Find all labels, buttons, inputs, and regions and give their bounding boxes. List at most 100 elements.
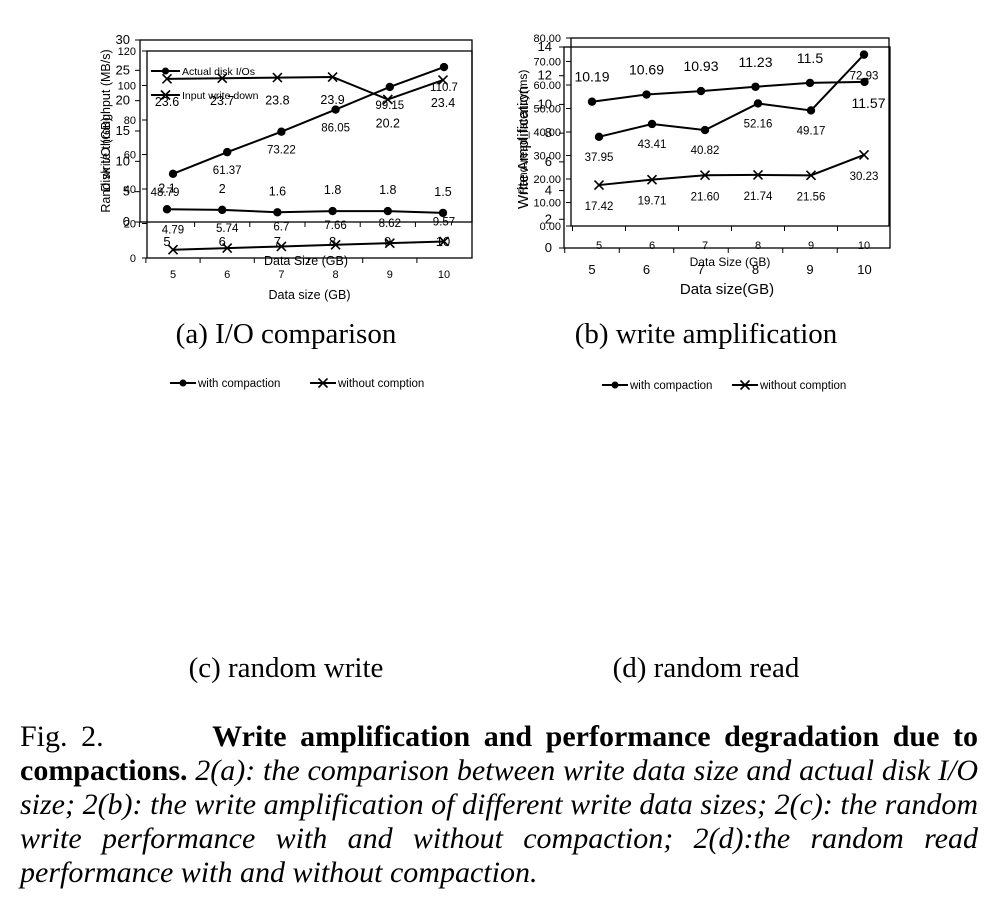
- data-label: 11.23: [739, 54, 773, 70]
- data-point-cross: [167, 244, 179, 255]
- data-label: 10.69: [629, 62, 664, 78]
- data-point-cross: [384, 238, 395, 249]
- y-tick-label: 30.00: [533, 151, 561, 163]
- chart-d-svg: 0.00 10.00 20.00 30.00 40.00 50.00 60.00 70.00 8…: [516, 33, 890, 392]
- data-point-dot: [642, 90, 651, 99]
- y-tick-label: 4: [545, 183, 552, 198]
- x-tick-label: 10: [858, 240, 870, 252]
- series-line-with-compaction: [598, 53, 865, 138]
- y-tick-label: 20: [116, 93, 130, 108]
- data-point-dot: [647, 119, 657, 129]
- data-label: 23.9: [320, 93, 344, 107]
- data-point-dot: [331, 105, 340, 114]
- data-label: 11.57: [852, 95, 886, 111]
- y-axis-label: Rand.write.throughput (MB/s): [99, 49, 113, 212]
- data-label: 21.56: [797, 191, 826, 203]
- data-point-dot: [805, 78, 815, 88]
- caption-italic-text: 2(a): the comparison between write data …: [20, 754, 979, 889]
- data-label: 73.22: [267, 145, 296, 157]
- data-point-dot: [696, 86, 706, 96]
- x-axis-label: Data size(GB): [680, 281, 774, 298]
- y-tick-label: 0: [123, 214, 130, 229]
- data-label: 2.1: [158, 181, 175, 195]
- data-label: 10.93: [683, 58, 718, 74]
- y-tick-label: 80: [124, 115, 136, 127]
- legend-marker: [162, 67, 169, 75]
- data-label: 48.79: [151, 187, 180, 199]
- data-point-cross: [699, 170, 711, 181]
- legend-marker: [611, 381, 619, 389]
- data-label: 17.42: [585, 201, 614, 213]
- data-point-dot: [587, 97, 597, 106]
- data-label: 1.5: [434, 185, 451, 199]
- x-tick-label: 5: [163, 234, 170, 249]
- x-tick-label: 5: [588, 262, 595, 277]
- legend-label: with compaction: [197, 378, 280, 390]
- x-tick-label: 8: [329, 234, 336, 249]
- data-point-cross: [752, 169, 764, 180]
- y-tick-label: 5: [123, 184, 130, 199]
- x-tick-label: 5: [596, 240, 602, 252]
- y-tick-label: 2: [545, 211, 552, 226]
- data-point-dot: [273, 208, 282, 217]
- legend-label: without comption: [759, 380, 846, 392]
- data-label: 21.60: [691, 191, 720, 203]
- data-point-cross: [272, 72, 283, 83]
- y-tick-label: 120: [118, 46, 136, 58]
- data-label: 72.93: [850, 71, 879, 83]
- data-label: 23.7: [210, 94, 234, 108]
- x-tick-label: 6: [219, 234, 226, 249]
- data-label: 7.66: [324, 220, 346, 232]
- y-tick-label: 0.00: [540, 221, 561, 233]
- x-tick-label: 8: [333, 269, 339, 281]
- x-axis-label: Data size (GB): [269, 288, 351, 302]
- data-point-dot: [223, 147, 232, 157]
- data-point-cross: [437, 74, 449, 86]
- y-tick-label: 20.00: [533, 174, 561, 186]
- chart-d: 0.00 10.00 20.00 30.00 40.00 50.00 60.00 70.00 8…: [497, 33, 997, 650]
- caption-fig-label: Fig. 2.: [20, 720, 104, 753]
- y-tick-label: 10: [538, 96, 552, 111]
- series-line-with-compaction: [166, 208, 444, 214]
- y-tick-label: 0: [130, 253, 136, 265]
- y-tick-label: 60.00: [533, 80, 561, 92]
- x-tick-label: 8: [752, 262, 759, 277]
- legend-marker: [160, 89, 171, 101]
- data-label: 49.17: [797, 125, 826, 137]
- data-point-dot: [439, 62, 449, 72]
- legend-label: Input write down: [182, 90, 259, 102]
- x-tick-label: 6: [649, 240, 655, 252]
- data-point-cross: [382, 94, 393, 105]
- series-line-main: [591, 80, 865, 103]
- data-point-cross: [858, 149, 870, 161]
- y-tick-label: 30: [116, 32, 130, 47]
- legend-marker: [179, 379, 187, 387]
- x-tick-label: 6: [224, 269, 230, 281]
- subcaption-c: (c) random write: [188, 652, 384, 684]
- chart-c: 0 5 10 15 20 25 30 5 6 7 8 9 10 Data Size (GB) Rand.wr…: [0, 32, 497, 650]
- y-tick-label: 10: [116, 153, 130, 168]
- data-label: 20.2: [376, 116, 400, 130]
- legend-marker: [739, 379, 751, 391]
- legend-marker: [317, 377, 329, 389]
- y-tick-label: 8: [545, 125, 552, 140]
- y-tick-label: 12: [538, 68, 552, 83]
- data-label: 43.41: [638, 139, 667, 151]
- data-point-cross: [330, 239, 341, 250]
- data-point-dot: [438, 208, 448, 218]
- data-point-dot: [751, 82, 760, 91]
- plot-frame: [146, 50, 473, 259]
- x-tick-label: 7: [697, 262, 704, 277]
- data-point-cross: [438, 236, 450, 247]
- x-tick-label: 9: [384, 234, 391, 249]
- x-axis-label: Data Size (GB): [690, 255, 771, 269]
- data-point-cross: [276, 241, 287, 252]
- x-axis-label: Data Size (GB): [264, 254, 348, 268]
- data-label: 1.6: [269, 184, 286, 198]
- data-point-dot: [328, 206, 337, 216]
- data-point-dot: [594, 132, 604, 142]
- y-tick-label: 10.00: [533, 198, 561, 210]
- series-line-actual-disk-i-os: [172, 66, 445, 175]
